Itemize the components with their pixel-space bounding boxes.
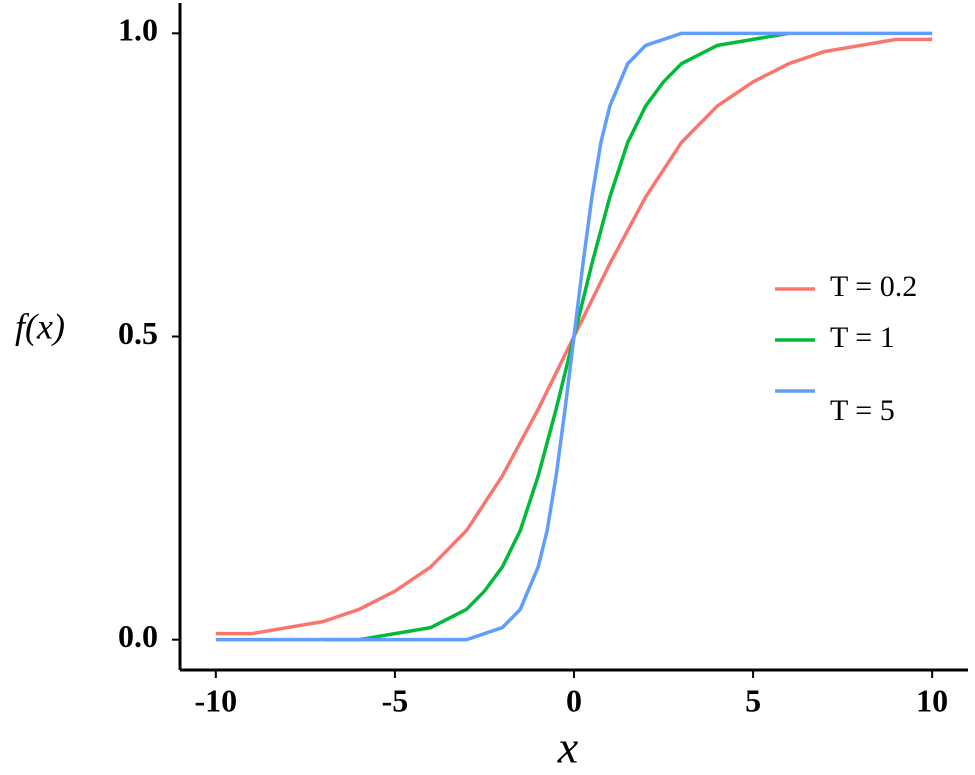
x-tick-label: -5: [382, 682, 409, 718]
y-tick-label: 1.0: [118, 12, 158, 48]
data-line: [323, 31, 790, 642]
x-tick-label: -10: [194, 682, 237, 718]
y-axis-label: f(x): [15, 306, 65, 346]
legend-label: T = 5: [830, 394, 895, 427]
legend-label: T = 0.2: [830, 270, 917, 303]
x-tick-label: 0: [566, 682, 582, 718]
legend-label: T = 1: [830, 321, 895, 354]
x-axis-label: x: [557, 722, 579, 773]
data-line: [215, 31, 933, 642]
x-tick-label: 10: [916, 682, 948, 718]
x-tick-label: 5: [745, 682, 761, 718]
y-tick-label: 0.0: [118, 618, 158, 654]
y-tick-label: 0.5: [118, 315, 158, 351]
